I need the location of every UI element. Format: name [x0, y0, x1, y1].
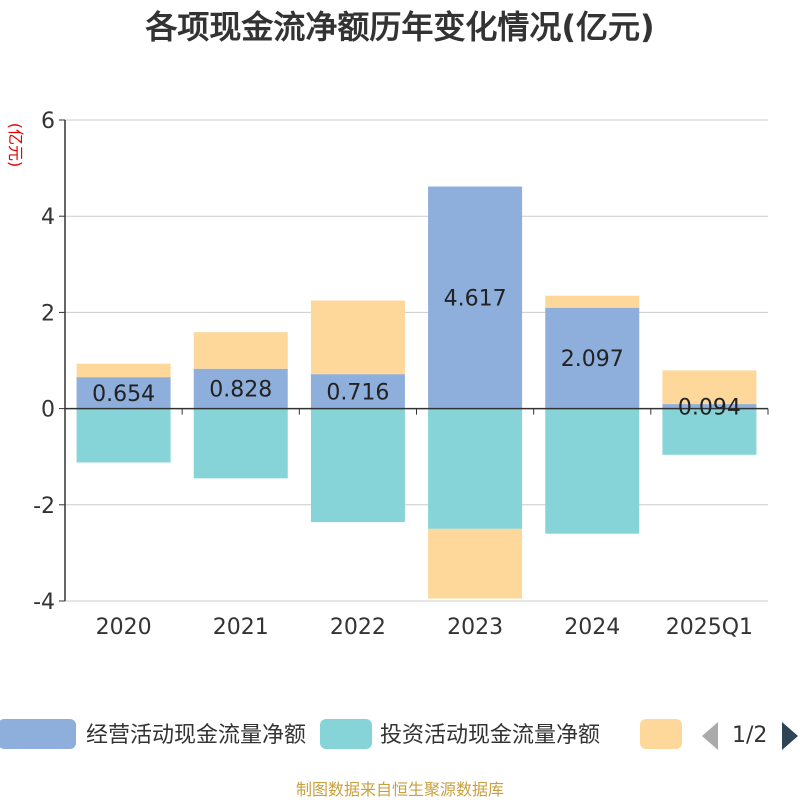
- y-tick-label: 6: [41, 109, 55, 134]
- legend-swatch-operating[interactable]: [0, 719, 76, 749]
- bar-series0-2020[interactable]: [76, 377, 171, 409]
- bar-series2-2022[interactable]: [310, 300, 405, 375]
- bar-series0-2021[interactable]: [193, 368, 288, 409]
- legend-label-operating[interactable]: 经营活动现金流量净额: [86, 723, 306, 748]
- bar-series1-2020[interactable]: [76, 408, 171, 463]
- legend-next-page-icon[interactable]: [782, 722, 798, 750]
- axes: -4 -2 0 2 4 6 2020 2021 2022 2023 2024 2025Q1: [33, 109, 769, 640]
- data-label-2023: 4.617: [444, 287, 507, 312]
- bar-series0-2022[interactable]: [310, 374, 405, 409]
- y-axis-label: (亿元): [6, 123, 25, 168]
- bar-series2-2025Q1[interactable]: [662, 370, 757, 405]
- legend-label-investing[interactable]: 投资活动现金流量净额: [380, 723, 600, 748]
- bar-series1-2025Q1[interactable]: [662, 408, 757, 455]
- legend-swatch-investing[interactable]: [320, 719, 372, 749]
- bar-series2-2023[interactable]: [428, 528, 523, 599]
- x-tick-label: 2023: [447, 615, 503, 640]
- y-tick-label: 0: [41, 398, 55, 423]
- x-tick-label: 2020: [96, 615, 152, 640]
- bar-series2-2024[interactable]: [545, 295, 640, 308]
- x-tick-label: 2024: [564, 615, 620, 640]
- bar-series0-2023[interactable]: [428, 186, 523, 409]
- data-label-2022: 0.716: [326, 380, 389, 405]
- legend-prev-page-icon[interactable]: [702, 722, 718, 750]
- bar-series2-2020[interactable]: [76, 363, 171, 378]
- legend: 经营活动现金流量净额 投资活动现金流量净额 1/2: [0, 719, 798, 750]
- data-label-2025Q1: 0.094: [678, 395, 741, 420]
- x-tick-label: 2025Q1: [666, 615, 753, 640]
- x-tick-label: 2022: [330, 615, 386, 640]
- y-tick-label: -2: [33, 494, 55, 519]
- legend-swatch-financing[interactable]: [640, 719, 682, 749]
- bar-series1-2023[interactable]: [428, 408, 523, 529]
- bar-series0-2025Q1[interactable]: [662, 404, 757, 409]
- y-tick-label: 2: [41, 301, 55, 326]
- y-tick-label: -4: [33, 590, 55, 615]
- bar-series2-2021[interactable]: [193, 332, 288, 369]
- data-label-2021: 0.828: [209, 378, 272, 403]
- bar-series0-2024[interactable]: [545, 307, 640, 409]
- data-labels: 0.654 0.828 0.716 4.617 2.097 0.094: [92, 287, 741, 421]
- y-tick-label: 4: [41, 205, 55, 230]
- bar-series1-2024[interactable]: [545, 408, 640, 534]
- data-label-2024: 2.097: [561, 347, 624, 372]
- bar-series1-2021[interactable]: [193, 408, 288, 479]
- x-tick-label: 2021: [213, 615, 269, 640]
- grid: [65, 119, 768, 602]
- legend-page-indicator: 1/2: [732, 723, 767, 748]
- bar-series1-2022[interactable]: [310, 408, 405, 523]
- bars: [76, 186, 757, 599]
- chart-title: 各项现金流净额历年变化情况(亿元): [145, 8, 654, 46]
- data-source-note: 制图数据来自恒生聚源数据库: [296, 780, 504, 799]
- data-label-2020: 0.654: [92, 382, 155, 407]
